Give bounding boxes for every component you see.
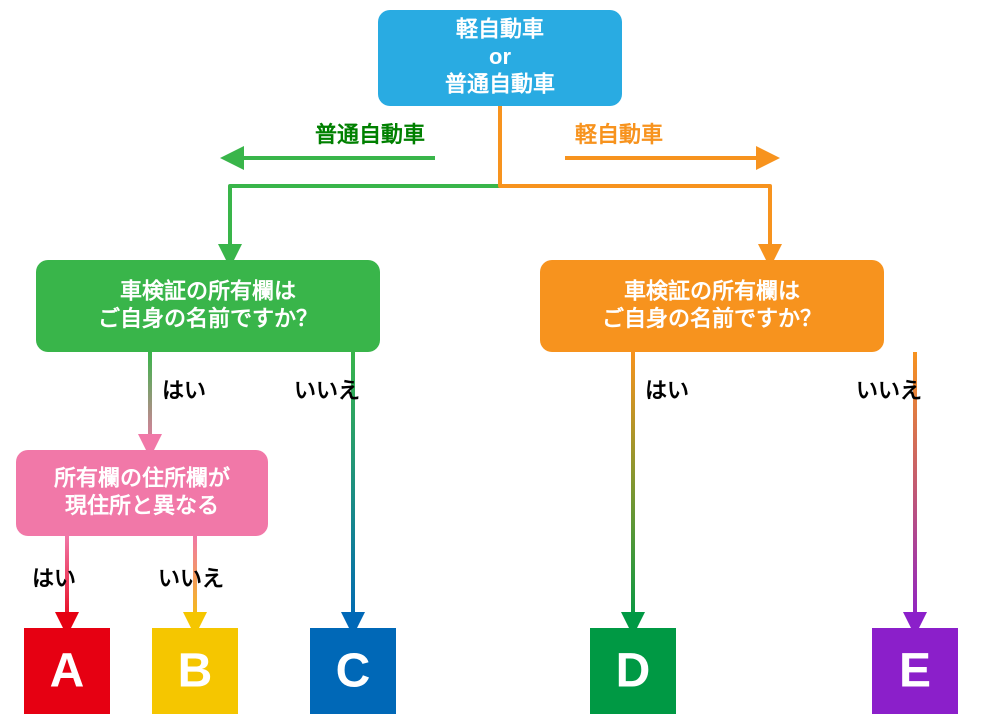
edge-label-qleft_yes: はい bbox=[162, 378, 206, 403]
edge-label-qleft_no: いいえ bbox=[294, 378, 360, 403]
node-label-q_left-line0: 車検証の所有欄は bbox=[120, 278, 296, 303]
terminal-label-C: C bbox=[336, 645, 371, 698]
node-E: E bbox=[872, 628, 958, 714]
node-C: C bbox=[310, 628, 396, 714]
node-q_addr: 所有欄の住所欄が現住所と異なる bbox=[16, 450, 268, 536]
terminal-label-E: E bbox=[899, 645, 931, 698]
node-label-q_left-line1: ご自身の名前ですか？ bbox=[98, 306, 318, 331]
edge-label-qright_no: いいえ bbox=[856, 378, 922, 403]
edge-label-qaddr_no: いいえ bbox=[158, 566, 224, 591]
edge-label-qright_yes: はい bbox=[645, 378, 689, 403]
node-D: D bbox=[590, 628, 676, 714]
node-q_left: 車検証の所有欄はご自身の名前ですか？ bbox=[36, 260, 380, 352]
node-label-q_right-line0: 車検証の所有欄は bbox=[624, 278, 800, 303]
node-A: A bbox=[24, 628, 110, 714]
node-label-q_addr-line1: 現住所と異なる bbox=[65, 493, 219, 518]
node-root: 軽自動車or 普通自動車 bbox=[378, 10, 622, 106]
node-label-root-line1: or bbox=[489, 44, 511, 69]
node-label-q_addr-line0: 所有欄の住所欄が bbox=[54, 465, 230, 490]
terminal-label-D: D bbox=[616, 645, 651, 698]
flowchart-canvas: 普通自動車軽自動車はいいいえはいいいえはいいいえ軽自動車or普通自動車車検証の所… bbox=[0, 0, 1000, 725]
node-q_right: 車検証の所有欄はご自身の名前ですか？ bbox=[540, 260, 884, 352]
node-label-q_right-line1: ご自身の名前ですか？ bbox=[602, 306, 822, 331]
edge-label-qaddr_yes: はい bbox=[32, 566, 76, 591]
edge-label-root_to_left: 普通自動車 bbox=[315, 122, 425, 147]
node-B: B bbox=[152, 628, 238, 714]
node-label-root-line0: 軽自動車 bbox=[456, 17, 544, 42]
terminal-label-B: B bbox=[178, 645, 213, 698]
terminal-label-A: A bbox=[50, 645, 85, 698]
node-label-root-line2: 普通自動車 bbox=[445, 72, 555, 97]
edge-label-root_to_right: 軽自動車 bbox=[575, 122, 663, 147]
